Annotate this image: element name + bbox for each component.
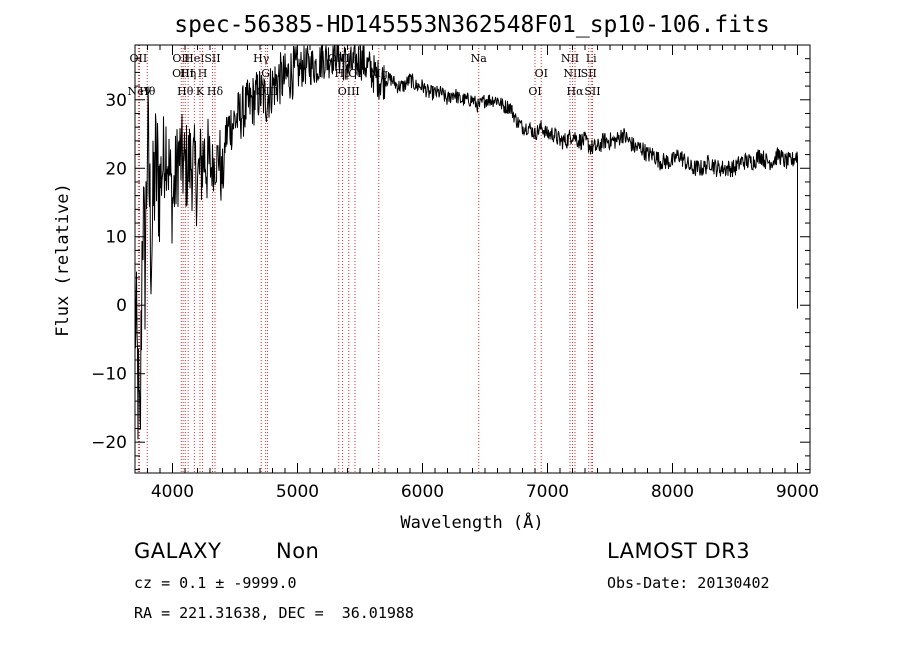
line-marker-label: OIII <box>256 85 278 98</box>
obs-date-line: Obs-Date: 20130402 <box>607 574 770 592</box>
x-tick-label: 9000 <box>776 482 819 502</box>
line-marker-label: Hθ <box>139 85 156 98</box>
line-marker-label: Hθ <box>177 85 194 98</box>
line-marker-label: Li <box>586 52 597 65</box>
line-marker-label: NII <box>563 67 581 80</box>
line-marker-label: G <box>261 67 270 80</box>
line-marker-label: HeI <box>184 52 204 65</box>
line-marker-label: SII <box>581 67 597 80</box>
line-marker-label: OIII <box>172 67 194 80</box>
plot-axes: 4000 5000 6000 7000 8000 9000 −20 −10 0 10 20 30 <box>91 44 819 502</box>
line-marker-label: OII <box>172 52 190 65</box>
line-marker-label: Hγ <box>253 52 270 65</box>
y-axis-label: Flux (relative) <box>53 183 73 337</box>
line-marker-label: K <box>196 85 205 98</box>
line-marker-label: NeV <box>127 85 152 98</box>
coord-line: RA = 221.31638, DEC = 36.01988 <box>134 604 414 622</box>
line-marker-label: Hα <box>566 85 584 98</box>
line-marker-label: H <box>198 67 208 80</box>
line-marker-label: Hδ <box>207 85 224 98</box>
line-marker-label: Na <box>471 52 488 65</box>
subclass-label: Non <box>276 539 320 563</box>
chart-title: spec-56385-HD145553N362548F01_sp10-106.f… <box>174 12 769 38</box>
spectrum-line <box>134 45 798 440</box>
survey-label: LAMOST DR3 <box>607 539 751 563</box>
y-tick-label: −20 <box>91 433 127 453</box>
class-label: GALAXY <box>134 539 222 563</box>
line-marker-label: SII <box>584 85 600 98</box>
line-marker-label: OIII <box>338 85 360 98</box>
spectrum-series <box>134 45 798 440</box>
x-tick-label: 8000 <box>651 482 694 502</box>
line-marker-label: OI <box>528 85 541 98</box>
line-marker-label: SII <box>204 52 220 65</box>
line-marker-label: OI <box>535 67 548 80</box>
x-tick-label: 7000 <box>526 482 569 502</box>
y-tick-label: 30 <box>105 91 127 111</box>
y-tick-label: −10 <box>91 365 127 385</box>
cz-line: cz = 0.1 ± -9999.0 <box>134 574 297 592</box>
y-tick-label: 20 <box>105 159 127 179</box>
y-tick-label: 0 <box>116 296 127 316</box>
y-tick-label: 10 <box>105 228 127 248</box>
x-tick-label: 6000 <box>401 482 444 502</box>
plot-frame <box>134 44 811 474</box>
line-marker-label: NII <box>561 52 579 65</box>
x-axis-label: Wavelength (Å) <box>400 511 543 533</box>
x-tick-label: 5000 <box>276 482 319 502</box>
x-tick-label: 4000 <box>151 482 194 502</box>
line-marker-label: Hη <box>180 67 196 80</box>
